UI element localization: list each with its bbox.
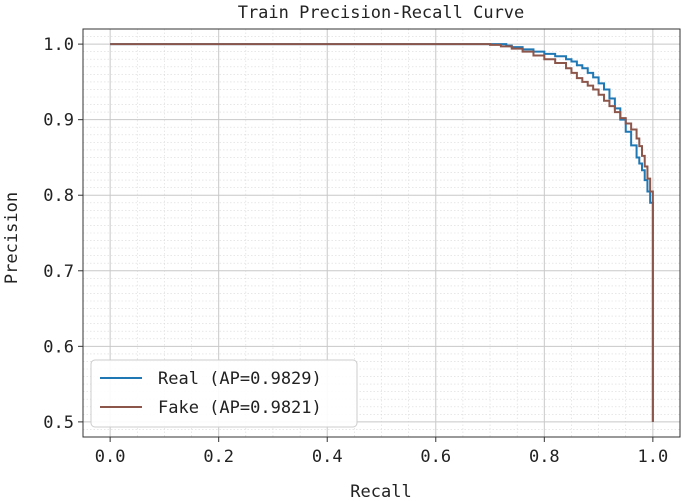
y-tick-label: 0.8: [43, 186, 74, 206]
y-tick-label: 0.6: [43, 337, 74, 357]
x-tick-label: 1.0: [638, 447, 669, 467]
legend-label-real: Real (AP=0.9829): [158, 369, 322, 389]
x-tick-label: 0.4: [312, 447, 343, 467]
legend-box: [90, 359, 358, 428]
y-tick-label: 0.5: [43, 413, 74, 433]
x-tick-label: 0.8: [529, 447, 560, 467]
chart-title: Train Precision-Recall Curve: [238, 3, 525, 23]
x-tick-label: 0.0: [95, 447, 126, 467]
plot-frame: [82, 28, 681, 438]
x-axis-label: Recall: [350, 482, 411, 501]
series-line-fake: [110, 43, 654, 422]
x-tick-label: 0.2: [203, 447, 234, 467]
legend: Real (AP=0.9829) Fake (AP=0.9821): [90, 359, 358, 428]
y-axis-ticks: 0.5 0.6 0.7 0.8 0.9 1.0: [43, 35, 83, 433]
x-axis-ticks: 0.0 0.2 0.4 0.6 0.8 1.0: [95, 437, 668, 467]
legend-label-fake: Fake (AP=0.9821): [158, 398, 322, 418]
series-layer: [110, 43, 654, 422]
y-tick-label: 0.7: [43, 262, 74, 282]
series-line-real: [110, 43, 654, 422]
x-tick-label: 0.6: [420, 447, 451, 467]
y-axis-label: Precision: [2, 192, 22, 284]
minor-grid: [82, 28, 681, 438]
y-tick-label: 1.0: [43, 35, 74, 55]
y-tick-label: 0.9: [43, 111, 74, 131]
